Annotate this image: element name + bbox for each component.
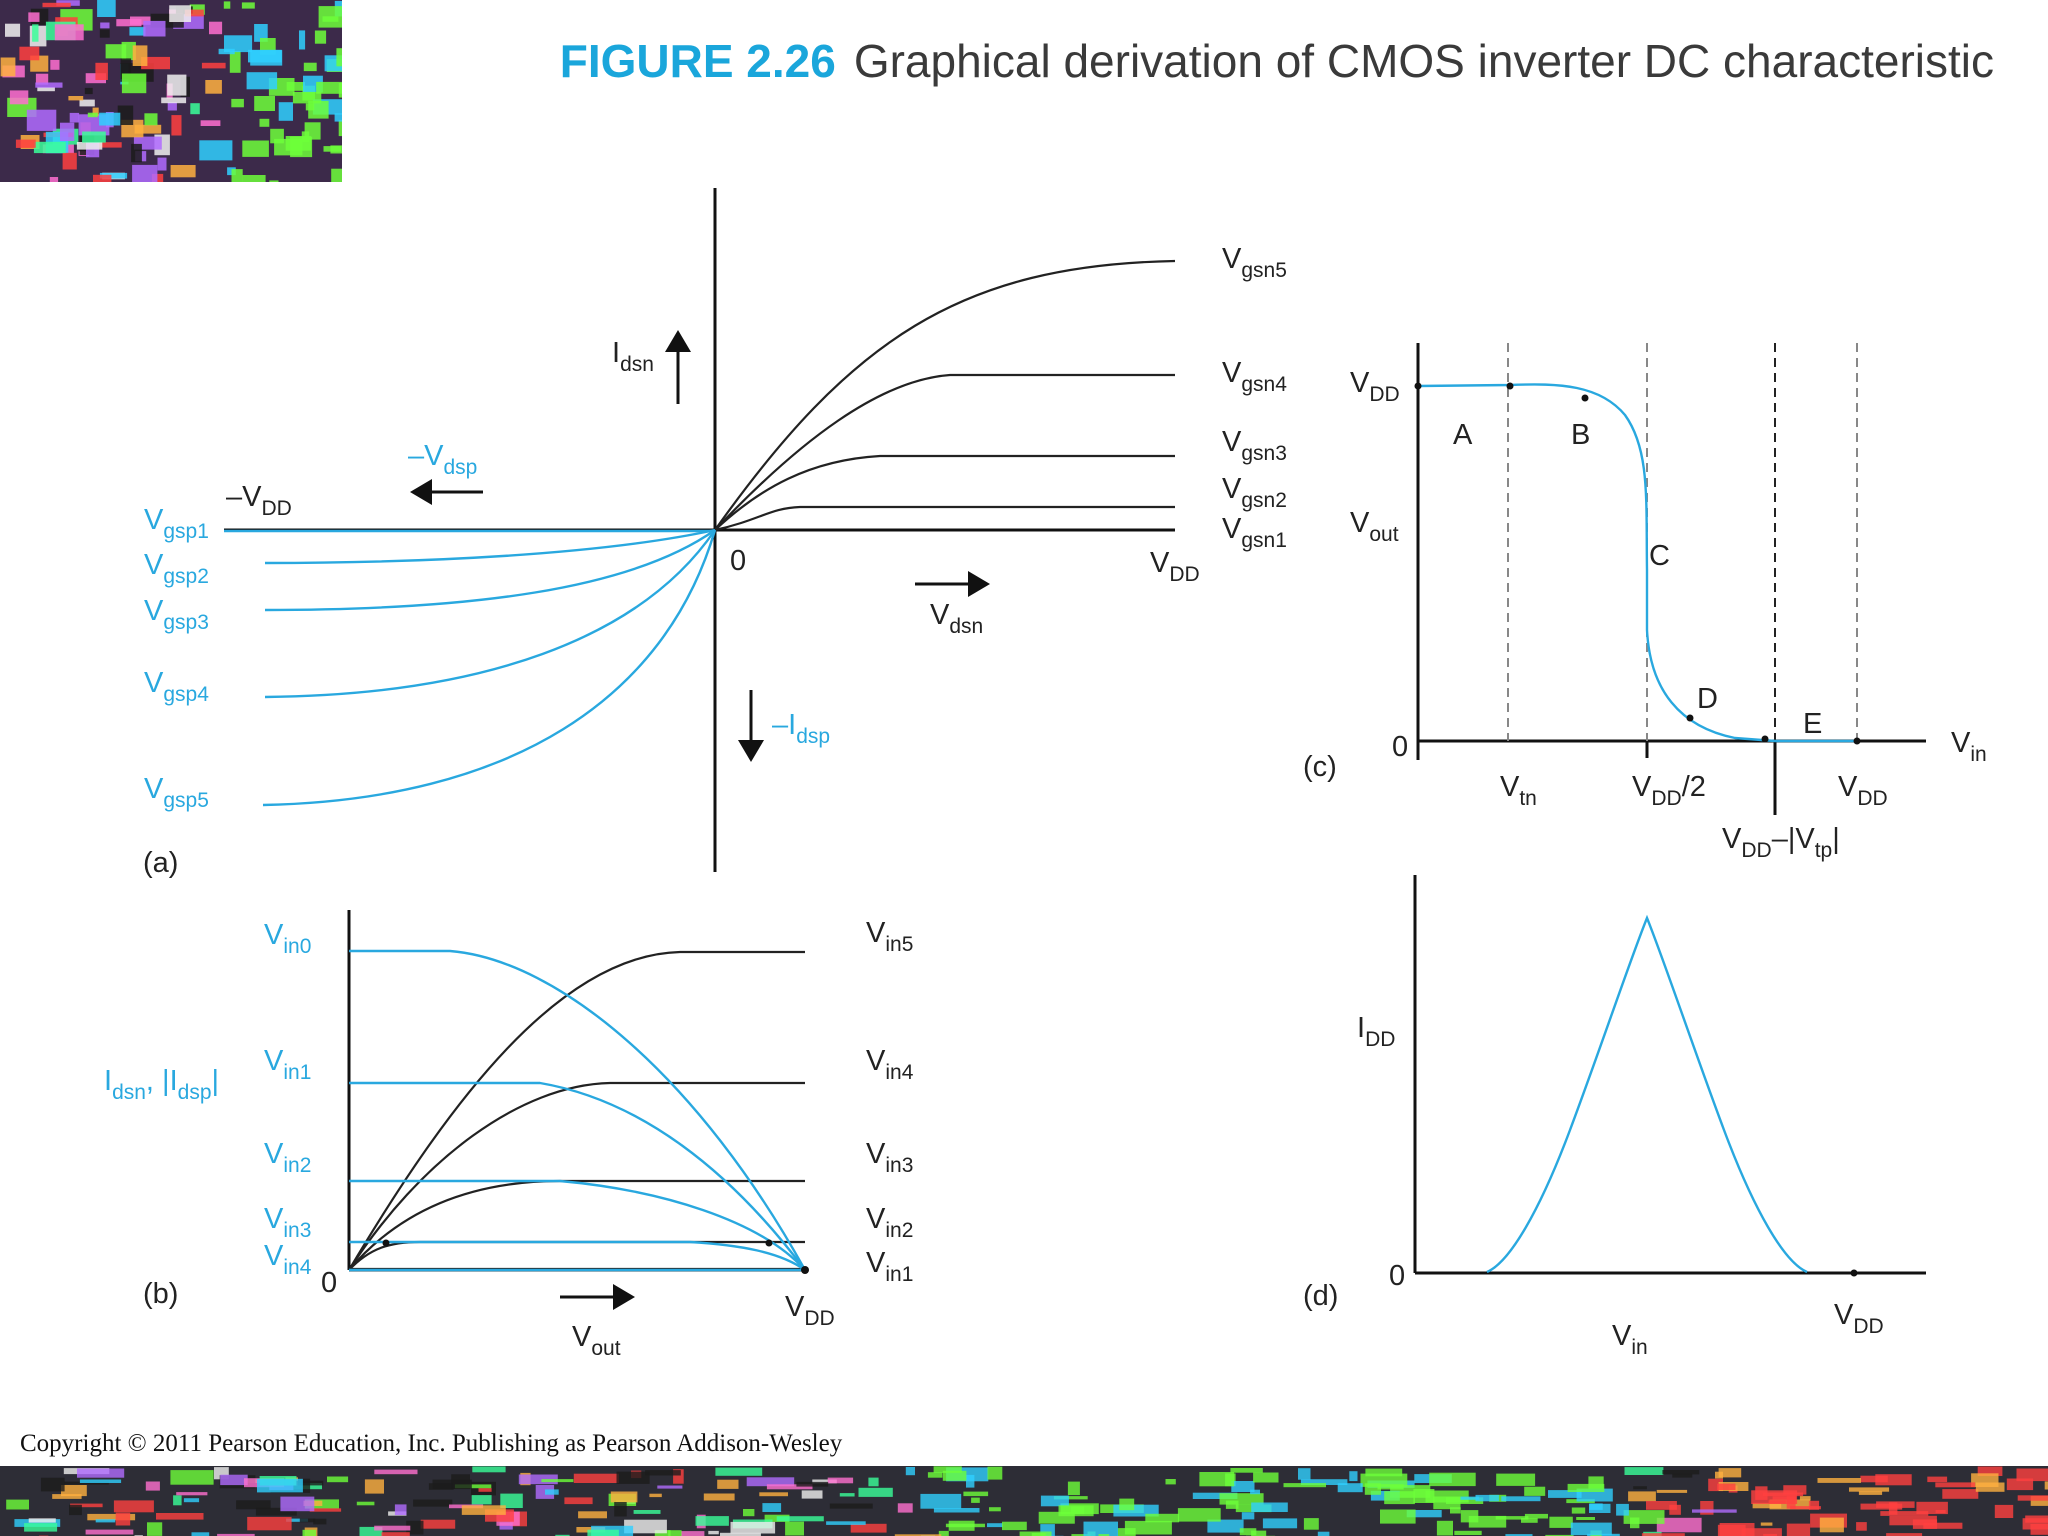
curve-vgsp5 bbox=[262, 529, 717, 807]
label-vgsn4: Vgsn4 bbox=[1222, 357, 1287, 396]
panel-a: (a) 0 VDD –VDD Idsn Vdsn –Idsp –Vdsp Vgs… bbox=[143, 188, 1287, 879]
label-vdsn: Vdsn bbox=[930, 599, 983, 638]
idd-curve bbox=[1486, 914, 1808, 1274]
label-vin1: Vin1 bbox=[866, 1247, 913, 1286]
label-vgsp3: Vgsp3 bbox=[144, 595, 209, 634]
curve-vgsn2 bbox=[714, 505, 1175, 532]
label-vin4: Vin4 bbox=[866, 1045, 914, 1084]
curve-vgsp3 bbox=[264, 529, 716, 612]
chip-die-photo-top bbox=[0, 0, 342, 182]
panel-c-origin: 0 bbox=[1392, 731, 1408, 763]
panel-d: (d) IDD Vin 0 VDD bbox=[1303, 875, 1926, 1359]
vdsn-arrow bbox=[915, 571, 990, 597]
label-vin4-blue: Vin4 bbox=[264, 1240, 312, 1279]
vtc-point-d bbox=[1686, 714, 1694, 722]
panel-a-neg-vdd: –VDD bbox=[226, 481, 292, 520]
panel-c-ylabel: Vout bbox=[1350, 507, 1399, 546]
label-vgsn2: Vgsn2 bbox=[1222, 473, 1287, 512]
b-curve-vin1p bbox=[349, 1081, 806, 1271]
panel-d-ylabel: IDD bbox=[1357, 1012, 1395, 1051]
label-neg-vdsp: –Vdsp bbox=[408, 440, 477, 479]
region-d: D bbox=[1697, 683, 1718, 715]
panel-b-xlabel: Vout bbox=[572, 1321, 621, 1360]
curve-vgsn3 bbox=[714, 454, 1175, 531]
curve-vgsn5 bbox=[714, 259, 1176, 531]
panel-a-origin: 0 bbox=[730, 545, 746, 577]
vdsp-arrow bbox=[410, 479, 483, 505]
region-c: C bbox=[1649, 540, 1670, 572]
label-vin3-blue: Vin3 bbox=[264, 1203, 311, 1242]
label-vin2-blue: Vin2 bbox=[264, 1138, 311, 1177]
label-vin3: Vin3 bbox=[866, 1138, 913, 1177]
panel-d-xlabel: Vin bbox=[1612, 1320, 1648, 1359]
vout-arrow bbox=[560, 1284, 635, 1310]
vtc-point-start bbox=[1414, 382, 1422, 390]
panel-c-vdd-top: VDD bbox=[1350, 367, 1400, 406]
tick-vtn: Vtn bbox=[1500, 771, 1537, 810]
curve-vgsn4 bbox=[714, 373, 1175, 531]
region-a: A bbox=[1453, 419, 1473, 451]
figure-title: FIGURE 2.26 Graphical derivation of CMOS … bbox=[560, 34, 1994, 88]
vtc-point-vdd bbox=[1853, 737, 1861, 745]
tick-vdd-half: VDD/2 bbox=[1632, 771, 1706, 810]
panel-c-xlabel: Vin bbox=[1951, 727, 1987, 766]
panel-b-ylabel: Idsn, |Idsp| bbox=[104, 1065, 219, 1104]
curve-vgsp2 bbox=[264, 528, 716, 565]
panel-b: (b) 0 VDD Idsn, |Idsp| Vout Vin0 Vin1 Vi… bbox=[104, 910, 914, 1360]
label-idsn: Idsn bbox=[612, 337, 654, 376]
panel-a-tag: (a) bbox=[143, 847, 178, 879]
copyright-notice: Copyright © 2011 Pearson Education, Inc.… bbox=[20, 1430, 843, 1457]
curve-vgsp4 bbox=[264, 529, 716, 699]
label-vgsp5: Vgsp5 bbox=[144, 773, 209, 812]
panel-b-tag: (b) bbox=[143, 1278, 178, 1310]
idsn-arrow bbox=[665, 330, 691, 404]
region-b: B bbox=[1571, 419, 1590, 451]
vtc-point-a bbox=[1506, 382, 1514, 390]
label-vgsn1: Vgsn1 bbox=[1222, 513, 1287, 552]
figure-number: FIGURE 2.26 bbox=[559, 35, 836, 87]
b-intersection-vdd bbox=[801, 1266, 809, 1274]
panel-b-origin: 0 bbox=[321, 1267, 337, 1299]
label-neg-idsp: –Idsp bbox=[772, 709, 830, 748]
idsp-arrow bbox=[738, 690, 764, 762]
b-curve-vin5 bbox=[348, 950, 805, 1271]
panel-d-tag: (d) bbox=[1303, 1280, 1338, 1312]
panel-b-vdd: VDD bbox=[785, 1291, 835, 1330]
label-vgsn3: Vgsn3 bbox=[1222, 426, 1287, 465]
label-vgsn5: Vgsn5 bbox=[1222, 243, 1287, 282]
panel-d-vdd: VDD bbox=[1834, 1299, 1884, 1338]
label-vin2: Vin2 bbox=[866, 1203, 913, 1242]
vtc-point-b bbox=[1581, 394, 1589, 402]
label-vin0: Vin0 bbox=[264, 919, 311, 958]
panel-c: (c) Vout Vin VDD 0 Vtn VDD/2 VDD–|Vtp| V… bbox=[1303, 343, 1987, 862]
vtc-point-e bbox=[1761, 735, 1769, 743]
vtc-curve bbox=[1417, 383, 1857, 743]
b-curve-vin3 bbox=[348, 1179, 805, 1271]
b-intersection-left bbox=[382, 1239, 390, 1247]
label-vgsp2: Vgsp2 bbox=[144, 549, 209, 588]
tick-vdd-minus-vtp: VDD–|Vtp| bbox=[1722, 823, 1840, 862]
panel-d-origin: 0 bbox=[1389, 1260, 1405, 1292]
label-vin1-blue: Vin1 bbox=[264, 1045, 311, 1084]
b-curve-vin0 bbox=[349, 949, 807, 1271]
region-e: E bbox=[1803, 708, 1822, 740]
b-curve-vin3p bbox=[349, 1240, 806, 1271]
tick-vdd: VDD bbox=[1838, 771, 1888, 810]
b-intersection-right bbox=[765, 1239, 773, 1247]
b-curve-vin4 bbox=[348, 1081, 805, 1271]
label-vgsp1: Vgsp1 bbox=[144, 504, 209, 543]
panel-c-tag: (c) bbox=[1303, 751, 1337, 783]
label-vin5: Vin5 bbox=[866, 917, 913, 956]
b-curve-vin2p bbox=[349, 1179, 806, 1271]
figure-caption: Graphical derivation of CMOS inverter DC… bbox=[853, 35, 1994, 87]
panel-d-vdd-point bbox=[1850, 1269, 1858, 1277]
panel-a-vdd: VDD bbox=[1150, 547, 1200, 586]
chip-die-photo-bottom bbox=[0, 1466, 2048, 1536]
label-vgsp4: Vgsp4 bbox=[144, 667, 209, 706]
